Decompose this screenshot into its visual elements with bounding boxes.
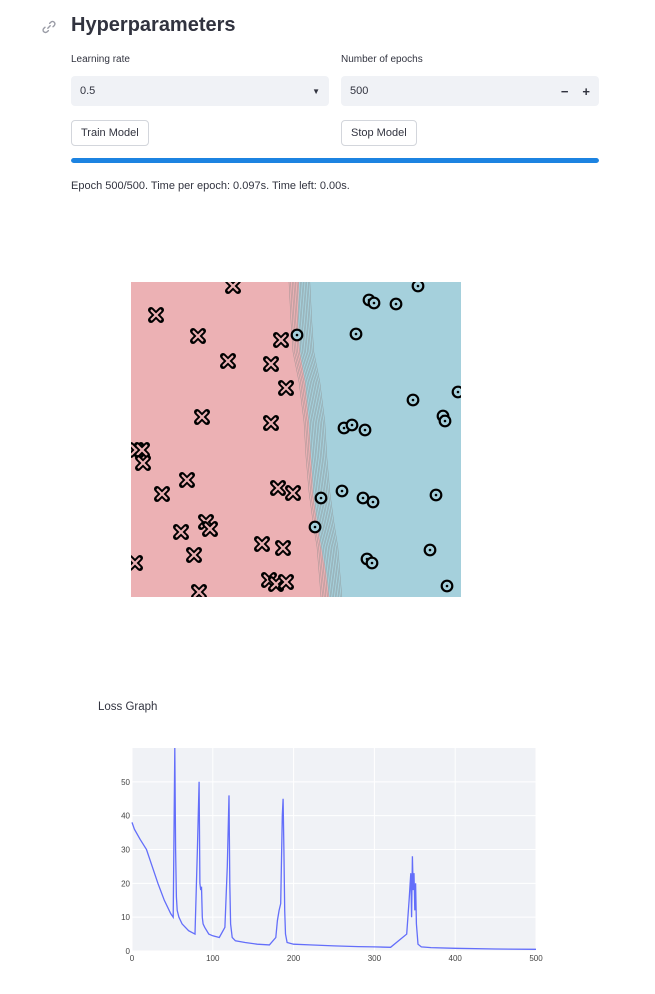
class-x-marker	[186, 547, 202, 563]
class-o-marker	[349, 327, 363, 341]
loss-line-series	[131, 747, 537, 950]
class-o-marker	[429, 488, 443, 502]
class-x-marker	[173, 524, 189, 540]
x-tick-label: 400	[449, 954, 463, 963]
x-tick-label: 200	[287, 954, 301, 963]
class-x-marker	[263, 415, 279, 431]
class-x-marker	[179, 472, 195, 488]
class-x-marker	[194, 409, 210, 425]
class-o-marker	[335, 484, 349, 498]
class-o-marker	[358, 423, 372, 437]
class-x-marker	[220, 353, 236, 369]
class-o-marker	[406, 393, 420, 407]
x-tick-label: 100	[206, 954, 220, 963]
class-x-marker	[131, 555, 143, 571]
tick-labels: 0 100 200 300 400 500 0 10 20 30 40 50	[121, 778, 543, 963]
increment-button[interactable]: +	[582, 83, 590, 99]
class-x-marker	[263, 356, 279, 372]
class-x-marker	[225, 282, 241, 294]
class-o-marker	[345, 418, 359, 432]
epochs-value[interactable]: 500	[350, 85, 369, 97]
class-x-marker	[154, 486, 170, 502]
class-x-marker	[254, 536, 270, 552]
loss-graph-title: Loss Graph	[98, 701, 158, 713]
y-tick-label: 30	[121, 846, 130, 855]
class-o-marker	[411, 282, 425, 293]
class-x-marker	[278, 574, 294, 590]
decision-boundary-plot	[131, 282, 461, 597]
boundary-contour-lines	[288, 282, 343, 597]
training-status-text: Epoch 500/500. Time per epoch: 0.097s. T…	[71, 180, 350, 192]
y-tick-label: 0	[126, 947, 131, 956]
class-x-marker	[191, 584, 207, 597]
class-x-marker	[190, 328, 206, 344]
y-tick-label: 40	[121, 812, 130, 821]
learning-rate-label: Learning rate	[71, 54, 130, 65]
page-title: Hyperparameters	[71, 14, 236, 36]
class-x-marker	[135, 455, 151, 471]
x-tick-label: 500	[529, 954, 543, 963]
progress-fill	[71, 158, 599, 163]
class-o-marker	[314, 491, 328, 505]
decrement-button[interactable]: −	[560, 83, 569, 99]
class-o-marker	[389, 297, 403, 311]
class-o-marker	[365, 556, 379, 570]
learning-rate-value: 0.5	[80, 85, 96, 97]
class-o-marker	[438, 414, 452, 428]
loss-chart: 0 100 200 300 400 500 0 10 20 30 40 50	[121, 747, 543, 963]
x-tick-label: 300	[368, 954, 382, 963]
class-o-marker	[440, 579, 454, 593]
class-x-marker	[275, 540, 291, 556]
class-x-marker	[285, 485, 301, 501]
class-o-marker	[451, 385, 461, 399]
class-x-marker	[273, 332, 289, 348]
class-o-region	[298, 282, 461, 597]
class-o-marker	[367, 296, 381, 310]
class-x-marker	[134, 442, 150, 458]
caret-down-icon: ▼	[312, 86, 320, 96]
y-tick-label: 50	[121, 778, 130, 787]
epochs-label: Number of epochs	[341, 54, 423, 65]
class-x-marker	[278, 380, 294, 396]
class-o-marker	[423, 543, 437, 557]
class-x-marker	[270, 480, 286, 496]
class-o-marker	[366, 495, 380, 509]
epochs-number-input[interactable]: 500 − +	[341, 76, 599, 106]
progress-bar	[71, 158, 599, 163]
y-tick-label: 10	[121, 913, 130, 922]
train-model-button[interactable]: Train Model	[71, 120, 149, 146]
link-icon[interactable]	[41, 19, 57, 35]
class-x-marker	[148, 307, 164, 323]
stop-model-button[interactable]: Stop Model	[341, 120, 417, 146]
class-o-marker	[290, 328, 304, 342]
x-tick-label: 0	[130, 954, 135, 963]
class-o-marker	[308, 520, 322, 534]
class-x-marker	[202, 521, 218, 537]
learning-rate-select[interactable]: 0.5 ▼	[71, 76, 329, 106]
data-points	[131, 282, 461, 597]
y-tick-label: 20	[121, 879, 130, 888]
